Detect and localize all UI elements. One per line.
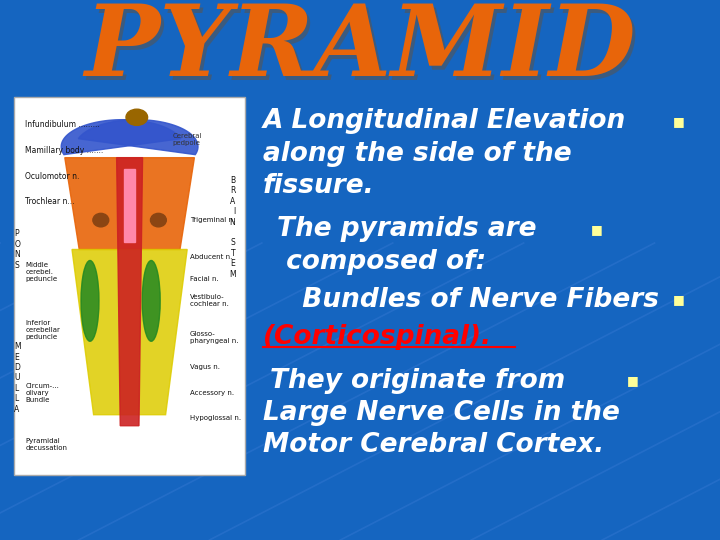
Text: They originate from: They originate from — [270, 368, 565, 394]
Text: PYRAMID: PYRAMID — [84, 1, 636, 97]
Text: Cerebral
pedpole: Cerebral pedpole — [173, 133, 202, 146]
Text: ■: ■ — [626, 374, 638, 387]
Text: Oculomotor n.: Oculomotor n. — [25, 172, 80, 180]
Text: Mamillary body .......: Mamillary body ....... — [25, 146, 104, 155]
Text: ■: ■ — [590, 223, 602, 236]
Text: Middle
cerebel.
peduncle: Middle cerebel. peduncle — [25, 261, 58, 281]
Text: PYRAMID: PYRAMID — [88, 4, 639, 100]
Text: fissure.: fissure. — [263, 173, 374, 199]
Polygon shape — [78, 120, 198, 154]
Text: Large Nerve Cells in the: Large Nerve Cells in the — [263, 400, 620, 426]
Text: Bundles of Nerve Fibers: Bundles of Nerve Fibers — [284, 287, 660, 313]
Text: along the side of the: along the side of the — [263, 141, 572, 167]
Text: composed of:: composed of: — [277, 249, 486, 275]
Text: Vestibulo-
cochlear n.: Vestibulo- cochlear n. — [190, 294, 229, 307]
Text: Inferior
cerebellar
peduncle: Inferior cerebellar peduncle — [25, 320, 60, 340]
Ellipse shape — [150, 213, 166, 227]
Ellipse shape — [93, 213, 109, 227]
Text: (Corticospinal).: (Corticospinal). — [263, 325, 492, 350]
Text: Trigeminal n.: Trigeminal n. — [190, 217, 235, 223]
Text: Motor Cerebral Cortex.: Motor Cerebral Cortex. — [263, 433, 604, 458]
FancyBboxPatch shape — [14, 97, 245, 475]
Text: Facial n.: Facial n. — [190, 276, 219, 282]
Text: Trochlear n...: Trochlear n... — [25, 197, 75, 206]
Text: M
E
D
U
L
L
A: M E D U L L A — [14, 342, 21, 414]
Circle shape — [126, 109, 148, 125]
Text: Hypoglossal n.: Hypoglossal n. — [190, 415, 241, 421]
Text: Circum-...
olivary
Bundle: Circum-... olivary Bundle — [25, 383, 59, 403]
Text: Vagus n.: Vagus n. — [190, 364, 220, 370]
Bar — [124, 168, 135, 242]
Text: Glosso-
pharyngeal n.: Glosso- pharyngeal n. — [190, 331, 238, 344]
Ellipse shape — [81, 260, 99, 341]
Text: B
R
A
I
N

S
T
E
M: B R A I N S T E M — [229, 176, 235, 279]
Text: ■: ■ — [673, 115, 685, 128]
Text: Infundibulum .........: Infundibulum ......... — [25, 120, 100, 129]
Text: Pyramidal
decussation: Pyramidal decussation — [25, 437, 67, 450]
Polygon shape — [65, 158, 194, 249]
Text: Accessory n.: Accessory n. — [190, 390, 234, 396]
Text: A Longitudinal Elevation: A Longitudinal Elevation — [263, 109, 626, 134]
Text: The pyramids are: The pyramids are — [277, 217, 536, 242]
Text: ■: ■ — [673, 293, 685, 306]
Text: P
O
N
S: P O N S — [14, 230, 20, 269]
Polygon shape — [72, 249, 187, 415]
Polygon shape — [117, 158, 143, 426]
Ellipse shape — [142, 260, 160, 341]
Text: Abducent n.: Abducent n. — [190, 254, 233, 260]
Polygon shape — [61, 120, 181, 154]
